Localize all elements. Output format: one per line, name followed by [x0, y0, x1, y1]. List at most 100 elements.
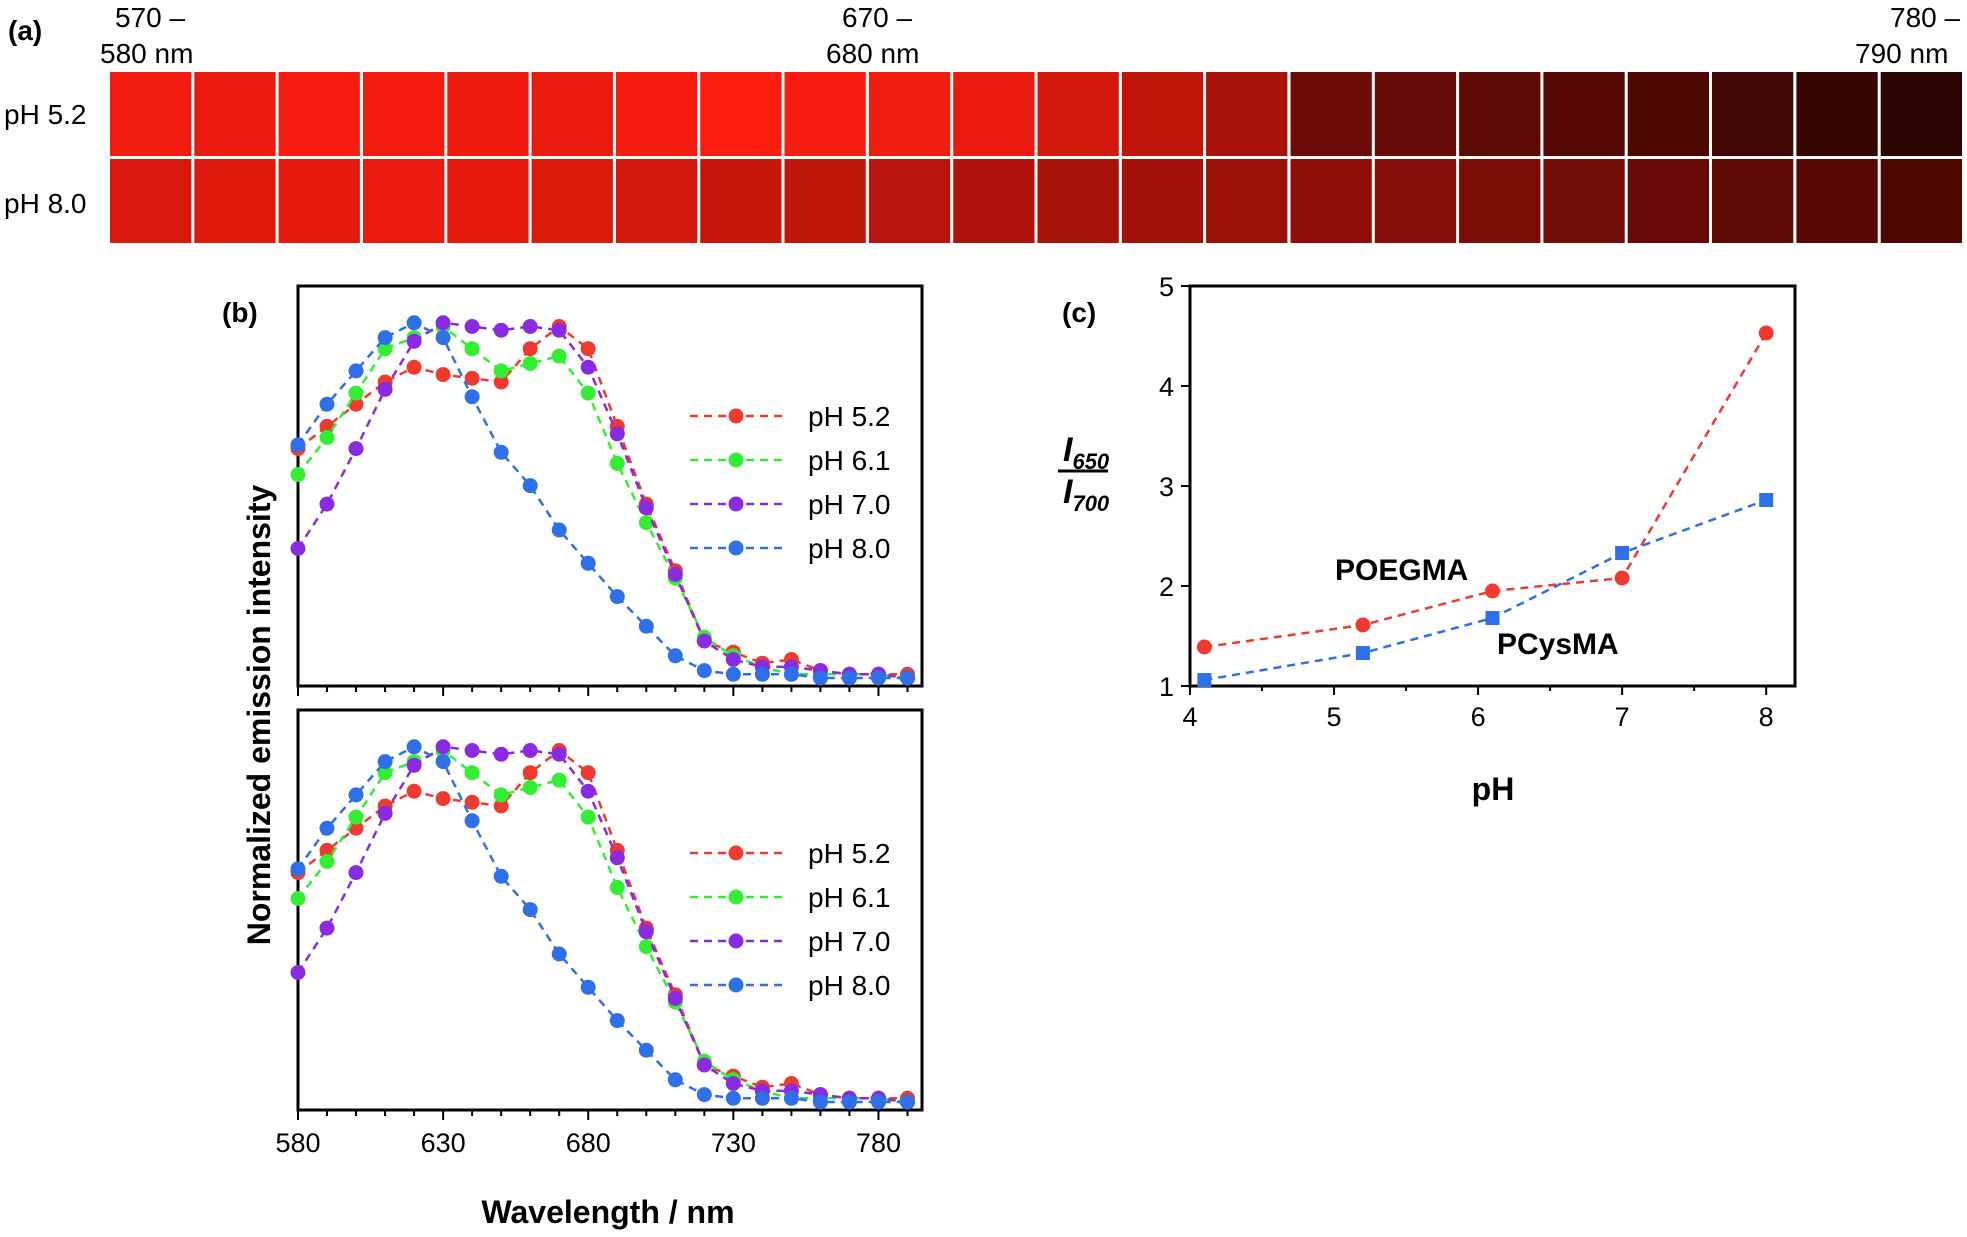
series-line [296, 745, 908, 1104]
data-point [319, 418, 335, 434]
data-point [696, 1087, 712, 1103]
data-point [696, 633, 712, 649]
data-point [290, 467, 306, 482]
image-tile [447, 72, 529, 156]
image-tile [531, 72, 613, 156]
data-point [900, 670, 915, 686]
data-point [522, 319, 538, 334]
data-point [609, 879, 625, 895]
data-point [1759, 493, 1774, 507]
image-tile [615, 159, 698, 243]
data-point [319, 854, 335, 869]
data-point [1615, 546, 1630, 560]
data-point [348, 809, 364, 825]
data-point [580, 341, 596, 357]
image-tile [1796, 159, 1878, 243]
data-point [551, 522, 567, 538]
legend-label: pH 6.1 [808, 445, 891, 476]
row-label-ph52: pH 5.2 [4, 99, 87, 130]
legend-label: pH 6.1 [808, 882, 891, 913]
data-point [290, 965, 306, 980]
data-point [871, 670, 886, 686]
image-tile [278, 159, 360, 243]
x-tick-label: 780 [856, 1128, 901, 1158]
data-point [348, 865, 364, 881]
data-point [377, 805, 393, 821]
data-point [522, 780, 538, 795]
data-point [1485, 583, 1500, 599]
panel-b: (b) Normalized emission intensity Wavele… [222, 284, 924, 1230]
panel-b-top-frame [296, 284, 924, 688]
data-point [725, 1090, 741, 1106]
image-tile [110, 159, 192, 243]
y-tick-label: 3 [1159, 472, 1174, 502]
data-point [435, 367, 451, 383]
panel-a: (a) 570 – 580 nm 670 – 680 nm 780 – 790 … [4, 2, 1962, 243]
data-point [435, 754, 451, 770]
panel-c-y-numerator: I650 [1063, 431, 1110, 474]
data-point [406, 315, 422, 331]
x-tick-label: 580 [275, 1128, 320, 1158]
panel-c-x-axis-label: pH [1472, 771, 1515, 807]
legend-label: pH 7.0 [808, 489, 891, 520]
data-point [406, 757, 422, 773]
legend-label: pH 5.2 [808, 401, 891, 432]
data-point [1355, 646, 1370, 660]
data-point [841, 670, 857, 686]
image-strip [110, 72, 1962, 243]
data-point [377, 341, 393, 357]
data-point [812, 670, 828, 686]
data-point [348, 441, 364, 457]
wavelength-label-start-line2: 580 nm [100, 38, 193, 69]
data-point [725, 666, 741, 682]
legend-label: pH 8.0 [808, 970, 891, 1001]
data-point [667, 566, 683, 582]
image-tile [1037, 72, 1119, 156]
data-point [464, 743, 480, 758]
image-tile [868, 72, 951, 156]
image-tile [278, 72, 360, 156]
x-tick-label: 7 [1615, 702, 1630, 732]
annotation-pcysma: PCysMA [1497, 628, 1619, 661]
data-point [464, 341, 480, 357]
data-point [377, 754, 393, 770]
data-point [493, 746, 509, 762]
panel-b-x-axis-label: Wavelength / nm [481, 1194, 734, 1230]
data-point [783, 666, 799, 682]
data-point [1197, 673, 1212, 687]
image-tile [194, 159, 276, 243]
image-tile [194, 72, 276, 156]
data-point [522, 743, 538, 758]
data-point [783, 1090, 799, 1106]
series-line [297, 325, 908, 680]
data-point [377, 381, 393, 397]
legend-marker [728, 408, 744, 424]
data-point [580, 359, 596, 375]
image-tile [1543, 159, 1625, 243]
data-point [435, 330, 451, 346]
y-tick-label: 1 [1159, 672, 1174, 702]
data-point [580, 979, 596, 995]
data-point [1614, 570, 1630, 586]
legend-marker [728, 496, 744, 512]
data-point [580, 385, 596, 401]
data-point [493, 868, 509, 884]
y-tick-label: 4 [1159, 372, 1174, 402]
series-line [296, 321, 908, 680]
panel-a-label: (a) [8, 15, 42, 46]
data-point [406, 783, 422, 799]
legend-label: pH 5.2 [808, 838, 891, 869]
data-point [609, 1013, 625, 1029]
image-tile [110, 72, 192, 156]
image-tile [1712, 159, 1794, 243]
x-tick-label: 630 [421, 1128, 466, 1158]
panel-b-bottom-frame [296, 708, 924, 1112]
data-point [377, 330, 393, 346]
data-point [754, 666, 770, 682]
x-tick-label: 680 [566, 1128, 611, 1158]
wavelength-label-end-line1: 780 – [1890, 2, 1960, 33]
series-line [296, 321, 908, 680]
series-line [296, 745, 908, 1104]
data-point [812, 1094, 828, 1110]
x-tick-label: 6 [1471, 702, 1486, 732]
